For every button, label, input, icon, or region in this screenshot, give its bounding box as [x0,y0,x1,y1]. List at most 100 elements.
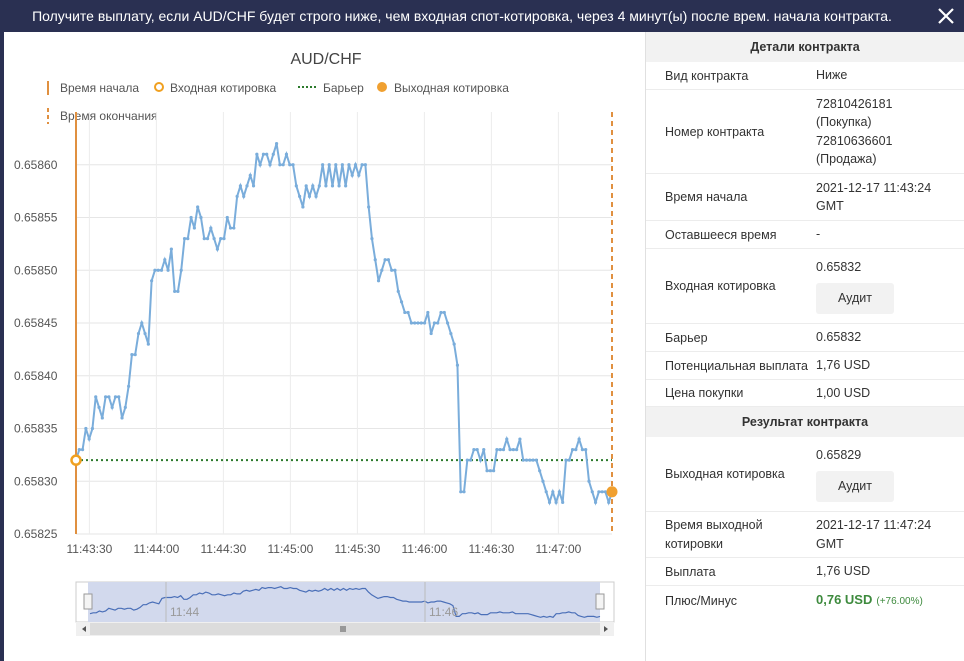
navigator[interactable]: 11:44 11:46 [75,581,615,623]
price-point [215,247,219,251]
price-point [376,279,381,283]
price-point [304,184,308,188]
y-tick-label: 0.65850 [14,263,58,277]
detail-value: - [816,227,821,242]
price-point [133,353,137,357]
price-point [600,490,604,494]
y-tick-label: 0.65835 [14,422,58,436]
price-point [567,458,571,462]
price-point [176,289,180,293]
detail-label: Номер контракта [665,124,765,139]
navigator-selection[interactable] [88,582,600,622]
price-point [544,490,548,494]
scroll-right-arrow-icon[interactable] [604,626,608,632]
entry-audit-button[interactable]: Аудит [816,282,894,314]
navigator-right-handle[interactable] [595,593,605,610]
x-tick-label: 11:44:00 [133,542,179,556]
exit-audit-button[interactable]: Аудит [816,470,894,502]
detail-row-type: Вид контракта Ниже [646,62,964,90]
exit-legend-icon [377,82,387,92]
detail-row-purchase-price: Цена покупки 1,00 USD [646,380,964,407]
result-label: Плюс/Минус [665,594,738,608]
navigator-left-handle[interactable] [83,593,93,610]
detail-label: Оставшееся время [665,227,777,242]
price-point [107,395,111,399]
price-point [159,268,164,272]
price-point [265,152,269,156]
price-point [373,258,377,262]
price-point [205,237,210,241]
price-point [416,321,420,325]
x-tick-label: 11:43:30 [66,542,112,556]
price-point [541,479,545,483]
price-point [186,237,190,241]
price-point [521,458,525,462]
price-point [307,194,312,198]
price-point [87,437,91,441]
price-point [577,437,581,441]
price-point [103,395,108,399]
entry-legend-icon [154,82,164,92]
detail-value: 2021-12-17 11:43:24 GMT [816,180,932,214]
price-point [228,226,233,230]
price-point [278,163,282,167]
price-point [570,448,575,452]
price-point [538,469,542,473]
price-chart[interactable]: AUD/CHF Время начала Входная котировка Б… [4,32,644,661]
price-point [587,479,591,483]
price-point [146,342,150,346]
price-series-line [75,143,613,506]
price-point [406,310,410,315]
navigator-scrollbar[interactable] [76,622,614,636]
price-point [518,437,522,441]
detail-row-contract-number: Номер контракта 72810426181 (Покупка) 72… [646,90,964,174]
price-point [360,163,364,167]
price-point [390,268,394,272]
profit-value: 0,76 USD [816,591,873,607]
result-row-profit: Плюс/Минус 0,76 USD (+76.00%) [646,586,964,616]
price-point [156,268,160,272]
detail-label: Время начала [665,190,748,204]
chart-grid [76,112,612,535]
price-point [251,184,256,188]
price-point [580,448,585,452]
price-point [508,448,512,452]
detail-label: Цена покупки [665,386,744,400]
detail-label: Входная котировка [665,279,776,293]
price-point [327,163,331,167]
price-point [245,184,249,188]
price-point [383,258,387,262]
price-point [238,184,243,188]
price-point [163,258,167,262]
contract-description: Получите выплату, если AUD/CHF будет стр… [32,8,892,24]
close-icon[interactable] [936,6,956,26]
price-point [469,458,473,462]
price-point [492,469,496,473]
price-point [321,163,325,167]
price-point [495,448,499,452]
price-point [399,300,404,304]
price-point [607,500,611,504]
x-tick-label: 11:46:00 [401,542,447,556]
price-point [143,331,147,336]
price-point [288,163,292,167]
price-point [357,173,361,177]
price-point [554,500,558,504]
price-point [409,321,414,325]
price-point [363,163,367,167]
detail-value: 72810426181 (Покупка) 72810636601 (Прода… [816,96,893,167]
price-point [199,215,203,220]
price-point [232,226,236,230]
price-point [419,321,423,325]
entry-spot-marker [70,454,82,466]
price-point [485,469,489,473]
price-point [258,163,262,167]
price-point [370,237,374,241]
detail-row-remaining-time: Оставшееся время - [646,221,964,249]
price-point [524,458,529,462]
price-point [150,279,154,283]
y-tick-label: 0.65860 [14,158,58,172]
x-tick-label: 11:46:30 [468,542,514,556]
price-point [534,458,538,462]
scroll-left-arrow-icon[interactable] [82,626,86,632]
